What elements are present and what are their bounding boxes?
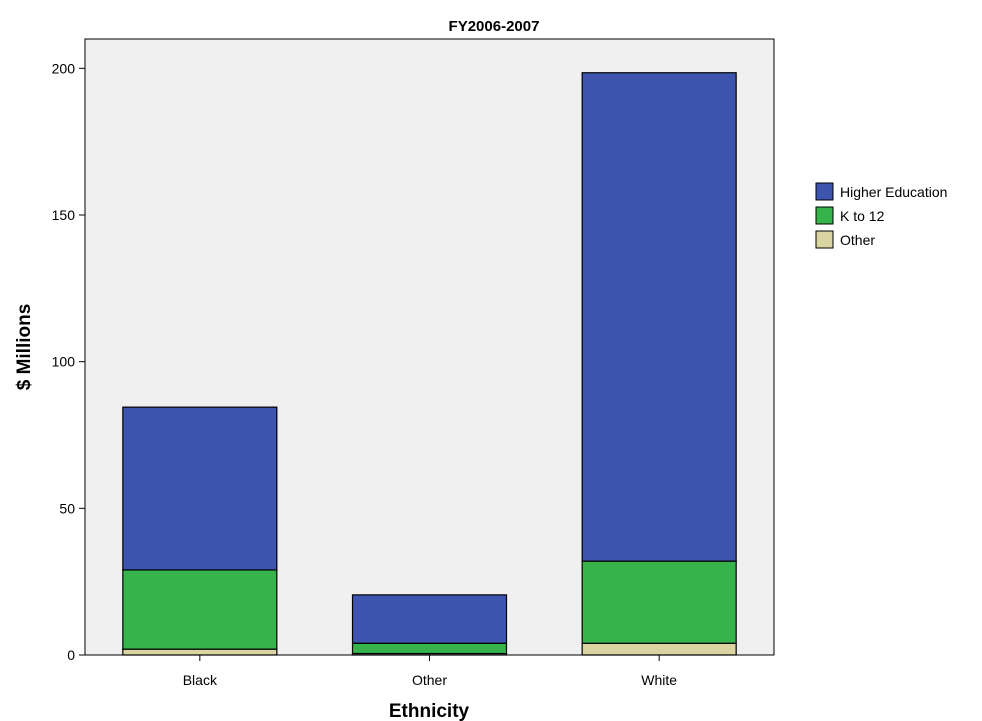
chart-title: FY2006-2007 xyxy=(449,18,540,35)
legend-swatch xyxy=(815,206,834,225)
legend-swatch xyxy=(815,230,834,249)
legend-label: Higher Education xyxy=(840,184,947,200)
x-axis: Black Other White xyxy=(183,655,677,688)
x-tick-label: Black xyxy=(183,672,218,688)
y-tick-label: 0 xyxy=(67,647,75,663)
y-axis-title: $ Millions xyxy=(14,304,35,391)
legend-swatch xyxy=(815,182,834,201)
x-axis-title: Ethnicity xyxy=(389,701,470,721)
x-tick-label: Other xyxy=(412,672,447,688)
legend-label: Other xyxy=(840,232,875,248)
y-tick-label: 150 xyxy=(52,207,76,223)
bars-group xyxy=(122,72,737,656)
x-tick-label: White xyxy=(641,672,677,688)
bar-segment-black-higher-education xyxy=(122,406,278,571)
bar-segment-black-other xyxy=(122,648,278,656)
y-axis: 0 50 100 150 200 xyxy=(52,60,85,663)
bar-segment-white-higher-education xyxy=(581,72,737,562)
bar-segment-other-k-to-12 xyxy=(351,642,508,655)
bar-segment-other-higher-education xyxy=(351,594,508,644)
y-tick-label: 100 xyxy=(52,354,76,370)
bar-segment-white-other xyxy=(581,642,737,656)
legend: Higher Education K to 12 Other xyxy=(815,182,947,249)
bar-segment-black-k-to-12 xyxy=(122,569,278,650)
y-tick-label: 200 xyxy=(52,60,76,76)
bar-segment-white-k-to-12 xyxy=(581,560,737,644)
legend-label: K to 12 xyxy=(840,208,885,224)
y-tick-label: 50 xyxy=(59,500,75,516)
